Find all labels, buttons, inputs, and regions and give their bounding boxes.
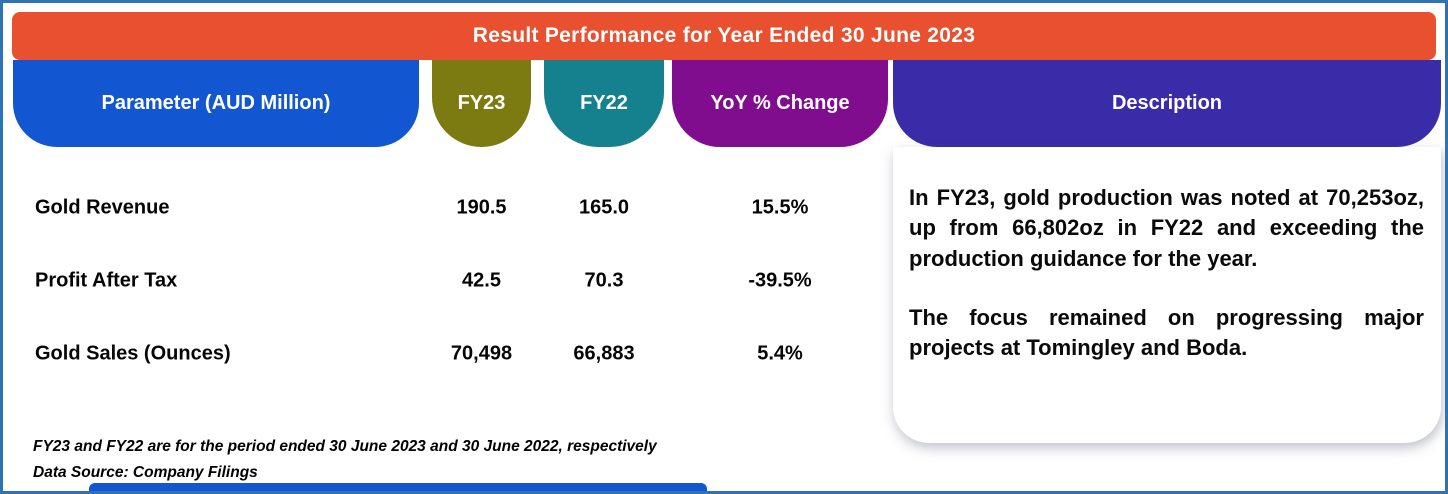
fy22-value: 70.3 [584, 269, 624, 291]
column-header-label: YoY % Change [710, 92, 850, 114]
table-body: Gold Revenue 190.5 165.0 15.5% Profit Af… [3, 171, 889, 390]
fy23-value: 70,498 [450, 342, 513, 364]
fy22-value: 66,883 [573, 342, 635, 364]
column-header-description: Description [893, 60, 1441, 147]
title-banner: Result Performance for Year Ended 30 Jun… [12, 12, 1436, 60]
table-row: Profit After Tax 42.5 70.3 -39.5% [3, 244, 889, 317]
table-row: Gold Sales (Ounces) 70,498 66,883 5.4% [3, 317, 889, 390]
table-row: Gold Revenue 190.5 165.0 15.5% [3, 171, 889, 244]
fy23-value: 42.5 [462, 269, 501, 291]
column-header-label: Description [1111, 92, 1223, 114]
bottom-accent-bar [89, 483, 707, 491]
page-title: Result Performance for Year Ended 30 Jun… [472, 24, 976, 47]
column-header-parameter: Parameter (AUD Million) [13, 60, 419, 147]
column-header-fy22: FY22 [544, 60, 664, 147]
fy22-value: 165.0 [578, 196, 630, 218]
description-card: In FY23, gold production was noted at 70… [893, 147, 1441, 443]
parameter-cell: Gold Sales (Ounces) [35, 342, 231, 364]
column-header-label: FY22 [580, 92, 628, 114]
footnote-period: FY23 and FY22 are for the period ended 3… [33, 438, 657, 455]
yoy-value: 5.4% [757, 342, 803, 364]
column-header-yoy-change: YoY % Change [672, 60, 888, 147]
fy23-value: 190.5 [456, 196, 507, 218]
column-header-label: FY23 [457, 92, 506, 114]
yoy-value: 15.5% [751, 196, 809, 218]
footnote-source: Data Source: Company Filings [33, 464, 258, 481]
description-paragraph: The focus remained on progressing major … [909, 305, 1424, 361]
parameter-cell: Profit After Tax [35, 269, 178, 291]
yoy-value: -39.5% [748, 269, 812, 291]
footnotes: FY23 and FY22 are for the period ended 3… [33, 434, 657, 486]
column-header-label: Parameter (AUD Million) [101, 92, 331, 114]
column-header-fy23: FY23 [432, 60, 531, 147]
description-paragraph: In FY23, gold production was noted at 70… [909, 185, 1424, 271]
parameter-cell: Gold Revenue [35, 196, 170, 218]
